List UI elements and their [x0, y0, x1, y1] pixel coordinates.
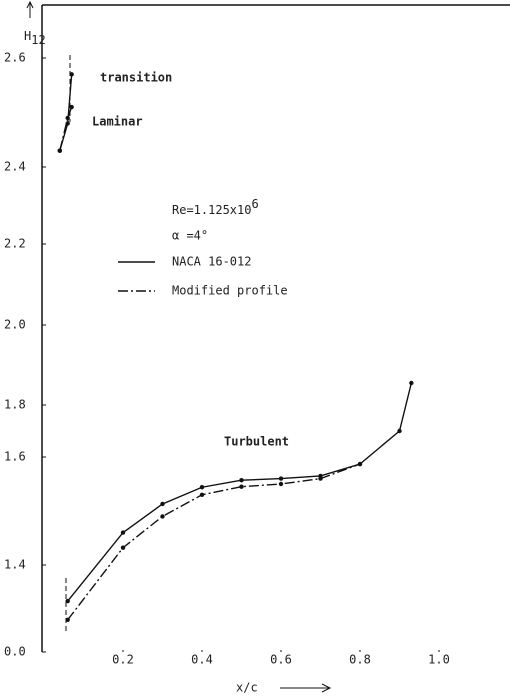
x-axis-label: x/c [236, 681, 258, 695]
data-point [65, 598, 70, 604]
x-tick-label: 1.0 [428, 653, 450, 667]
data-point [69, 72, 74, 77]
data-point [160, 501, 165, 507]
legend-label: NACA 16-012 [172, 255, 251, 269]
y-tick-label: 1.4 [4, 558, 26, 572]
legend: NACA 16-012 Modified profile [118, 255, 288, 298]
legend-label: Modified profile [172, 284, 288, 298]
data-point [278, 481, 284, 487]
y-tick-label: 1.8 [4, 398, 26, 412]
series-line [59, 106, 73, 151]
annotation: transition [100, 71, 172, 85]
y-tick-label: 0.0 [4, 645, 26, 659]
reynolds-label: Re=1.125x106 [172, 197, 259, 217]
data-point [120, 530, 126, 535]
data-point [239, 478, 244, 483]
reynolds-exponent: 6 [251, 197, 258, 211]
data-point [120, 545, 126, 550]
y-tick-label: 2.4 [4, 160, 26, 174]
y-tick-label: 1.6 [4, 450, 26, 464]
data-point [199, 492, 205, 497]
x-tick-label: 0.4 [191, 653, 213, 667]
data-point [357, 461, 363, 467]
y-axis-arrow [26, 0, 34, 18]
x-axis-arrow [280, 683, 332, 693]
reynolds-base: Re=1.125x10 [172, 203, 251, 217]
data-point [69, 104, 74, 110]
series-line [67, 382, 413, 602]
data-point [65, 115, 70, 121]
annotation: Laminar [92, 115, 143, 129]
data-point [57, 148, 62, 153]
data-point [239, 484, 244, 489]
data-point [65, 617, 70, 623]
alpha-label: α =4° [172, 229, 208, 243]
y-tick-label: 2.2 [4, 237, 26, 251]
y-label-sub: 12 [31, 33, 45, 47]
annotation: Turbulent [224, 435, 289, 449]
x-tick-label: 0.2 [112, 653, 134, 667]
y-label-main: H [24, 29, 31, 43]
y-tick-label: 2.6 [4, 51, 26, 65]
x-tick-label: 0.6 [270, 653, 292, 667]
data-point [409, 380, 414, 386]
y-tick-label: 2.0 [4, 318, 26, 332]
data-point [199, 485, 205, 490]
data-point [397, 428, 402, 434]
y-axis-label: H12 [24, 29, 46, 47]
x-tick-label: 0.8 [349, 653, 371, 667]
data-point [160, 514, 165, 519]
series-line [67, 463, 361, 621]
data-point [278, 476, 284, 481]
data-point [318, 476, 323, 481]
